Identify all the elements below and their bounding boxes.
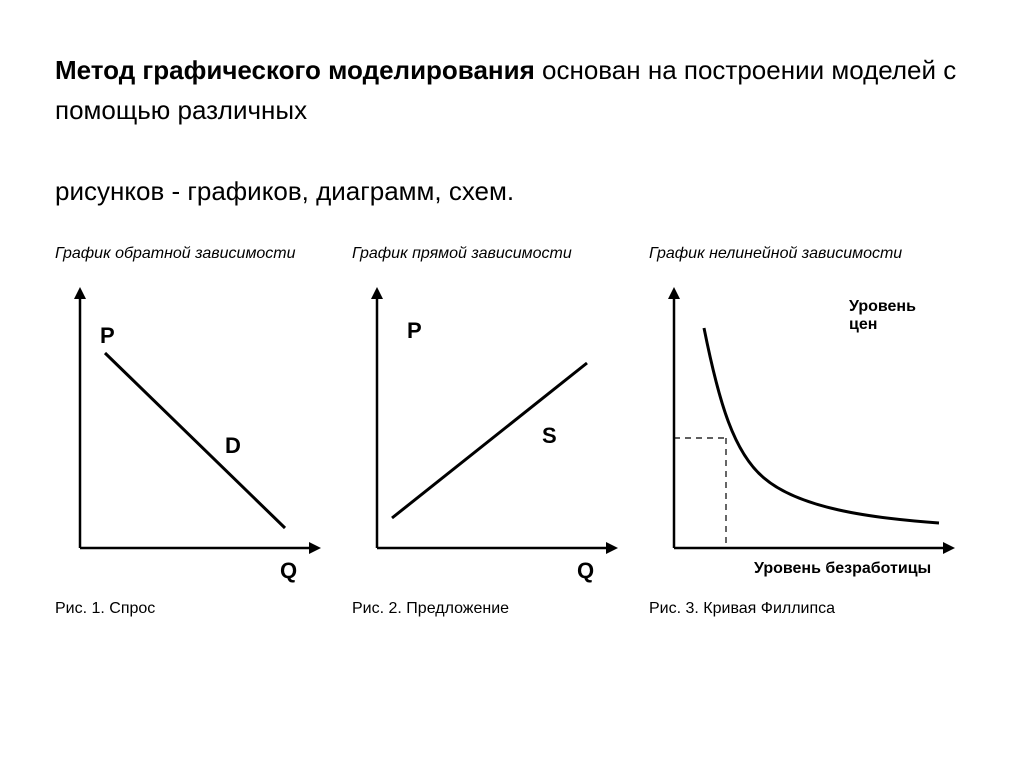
chart-1-svg: P Q D	[55, 283, 335, 583]
chart-1-yarrow-icon	[74, 287, 86, 299]
charts-row: График обратной зависимости P Q D	[55, 245, 969, 618]
chart-1-caption: Рис. 1. Спрос	[55, 600, 335, 618]
chart-3-box: Уровень цен Уровень безработицы	[649, 283, 969, 588]
chart-3-title: График нелинейной зависимости	[649, 245, 969, 263]
heading-text: Метод графического моделирования основан…	[55, 50, 969, 211]
chart-1-box: P Q D	[55, 283, 335, 588]
chart-3-yarrow-icon	[668, 287, 680, 299]
chart-3-ylabel-1: Уровень	[849, 298, 916, 315]
chart-3-ylabel-2: цен	[849, 316, 877, 333]
chart-2-yarrow-icon	[371, 287, 383, 299]
chart-3-svg: Уровень цен Уровень безработицы	[649, 283, 969, 583]
chart-3-curve	[704, 328, 939, 523]
chart-3-xarrow-icon	[943, 542, 955, 554]
chart-1-line	[105, 353, 285, 528]
chart-1-ylabel: P	[100, 323, 115, 348]
chart-1-title: График обратной зависимости	[55, 245, 335, 263]
chart-2-xlabel: Q	[577, 558, 594, 583]
chart-3: График нелинейной зависимости Уровень	[649, 245, 969, 618]
page: Метод графического моделирования основан…	[0, 0, 1024, 618]
chart-2-svg: P Q S	[352, 283, 632, 583]
chart-1-xlabel: Q	[280, 558, 297, 583]
chart-2-caption: Рис. 2. Предложение	[352, 600, 632, 618]
chart-2-curve-label: S	[542, 423, 557, 448]
chart-1: График обратной зависимости P Q D	[55, 245, 335, 618]
chart-2-xarrow-icon	[606, 542, 618, 554]
heading-rest2: рисунков - графиков, диаграмм, схем.	[55, 176, 514, 206]
chart-2-title: График прямой зависимости	[352, 245, 632, 263]
chart-2-line	[392, 363, 587, 518]
chart-3-caption: Рис. 3. Кривая Филлипса	[649, 600, 969, 618]
chart-2-ylabel: P	[407, 318, 422, 343]
chart-3-xlabel: Уровень безработицы	[754, 560, 931, 577]
chart-1-xarrow-icon	[309, 542, 321, 554]
chart-2-box: P Q S	[352, 283, 632, 588]
chart-1-curve-label: D	[225, 433, 241, 458]
heading-bold: Метод графического моделирования	[55, 55, 535, 85]
chart-2: График прямой зависимости P Q S Р	[352, 245, 632, 618]
